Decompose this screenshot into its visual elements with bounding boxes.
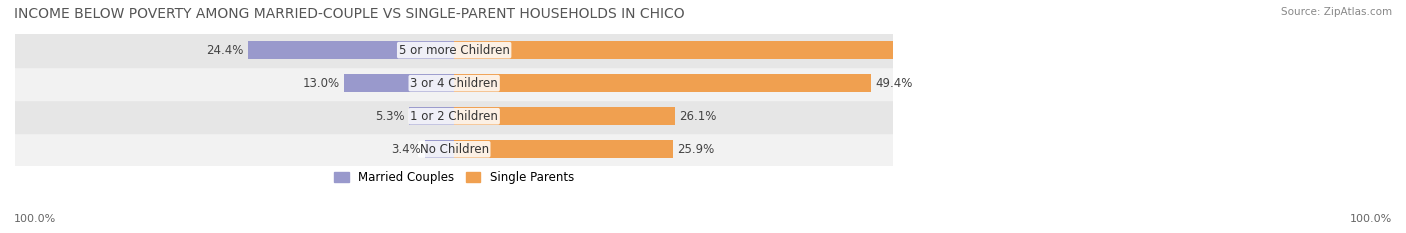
Text: 25.9%: 25.9% [678,143,714,156]
Text: 100.0%: 100.0% [1350,214,1392,224]
Text: 24.4%: 24.4% [207,44,243,57]
Bar [15,67,893,100]
Text: 100.0%: 100.0% [14,214,56,224]
Bar [15,133,893,166]
Bar [15,34,893,67]
Text: 3 or 4 Children: 3 or 4 Children [411,77,498,90]
Text: No Children: No Children [419,143,489,156]
Text: 49.4%: 49.4% [876,77,912,90]
Text: 3.4%: 3.4% [391,143,422,156]
Bar [454,140,673,158]
Legend: Married Couples, Single Parents: Married Couples, Single Parents [330,167,579,189]
Text: Source: ZipAtlas.com: Source: ZipAtlas.com [1281,7,1392,17]
Bar [454,74,872,92]
Text: 1 or 2 Children: 1 or 2 Children [411,110,498,123]
Bar [15,100,893,133]
Bar [454,107,675,125]
Text: 5 or more Children: 5 or more Children [399,44,509,57]
Text: INCOME BELOW POVERTY AMONG MARRIED-COUPLE VS SINGLE-PARENT HOUSEHOLDS IN CHICO: INCOME BELOW POVERTY AMONG MARRIED-COUPL… [14,7,685,21]
Text: 100.0%: 100.0% [1250,44,1295,57]
Bar [409,107,454,125]
Bar [344,74,454,92]
Bar [454,41,1299,59]
Text: 13.0%: 13.0% [304,77,340,90]
Text: 5.3%: 5.3% [375,110,405,123]
Bar [247,41,454,59]
Text: 26.1%: 26.1% [679,110,716,123]
Bar [426,140,454,158]
